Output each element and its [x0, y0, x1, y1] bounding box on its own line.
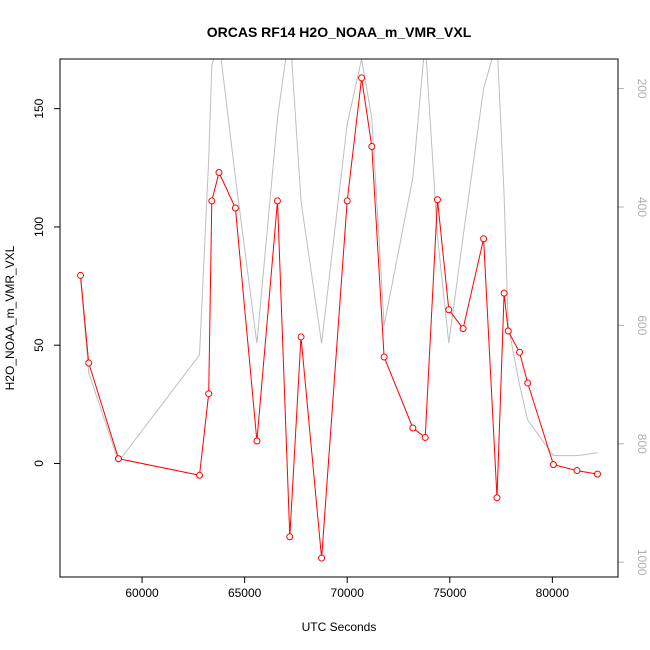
- data-point: [358, 74, 366, 82]
- data-point: [368, 143, 376, 151]
- data-point: [114, 455, 122, 463]
- data-point: [215, 169, 223, 177]
- gray-series-line: [80, 59, 598, 463]
- data-point: [85, 359, 93, 367]
- chart-title: ORCAS RF14 H2O_NOAA_m_VMR_VXL: [207, 24, 472, 40]
- x-tick-label: 60000: [125, 586, 159, 600]
- y-tick-label: 0: [32, 460, 46, 467]
- data-point: [409, 424, 417, 432]
- x-tick-label: 70000: [331, 586, 365, 600]
- data-point: [433, 196, 441, 204]
- data-point: [493, 494, 501, 502]
- data-point: [516, 348, 524, 356]
- y2-tick-label: 200: [635, 79, 649, 99]
- red-series-line: [80, 77, 598, 559]
- data-point: [549, 461, 557, 469]
- plot-frame: [59, 58, 619, 578]
- axes-layer: 60000 65000 70000 75000 80000 0 50 100 150 200 400…: [32, 79, 649, 600]
- data-point: [524, 379, 532, 387]
- gray-series-layer: [80, 59, 598, 463]
- y-tick-label: 100: [32, 217, 46, 237]
- data-point: [286, 533, 294, 541]
- x-tick-label: 65000: [228, 586, 262, 600]
- data-point: [77, 271, 85, 279]
- data-point: [593, 470, 601, 478]
- data-point: [196, 471, 203, 479]
- data-point: [504, 327, 512, 335]
- data-point: [253, 437, 261, 445]
- data-point: [459, 325, 467, 333]
- data-point: [421, 433, 429, 441]
- data-point: [231, 204, 239, 212]
- data-point: [573, 467, 581, 475]
- data-point: [273, 197, 281, 205]
- x-axis-label: UTC Seconds: [302, 620, 377, 634]
- red-series-layer: [77, 74, 601, 562]
- data-point: [480, 235, 488, 243]
- data-point: [343, 197, 351, 205]
- data-point: [445, 306, 453, 314]
- y2-tick-label: 800: [635, 434, 649, 454]
- data-point: [500, 289, 508, 297]
- y-tick-label: 150: [32, 98, 46, 118]
- y2-tick-label: 400: [635, 197, 649, 217]
- x-tick-label: 75000: [433, 586, 467, 600]
- data-point: [297, 333, 305, 341]
- data-point: [205, 390, 213, 398]
- y2-tick-label: 1000: [635, 549, 649, 576]
- data-point: [380, 353, 388, 361]
- data-point: [208, 197, 216, 205]
- y-axis-label: H2O_NOAA_m_VMR_VXL: [3, 245, 17, 390]
- y-tick-label: 50: [32, 338, 46, 352]
- y2-tick-label: 600: [635, 315, 649, 335]
- data-point: [318, 554, 326, 562]
- x-tick-label: 80000: [536, 586, 570, 600]
